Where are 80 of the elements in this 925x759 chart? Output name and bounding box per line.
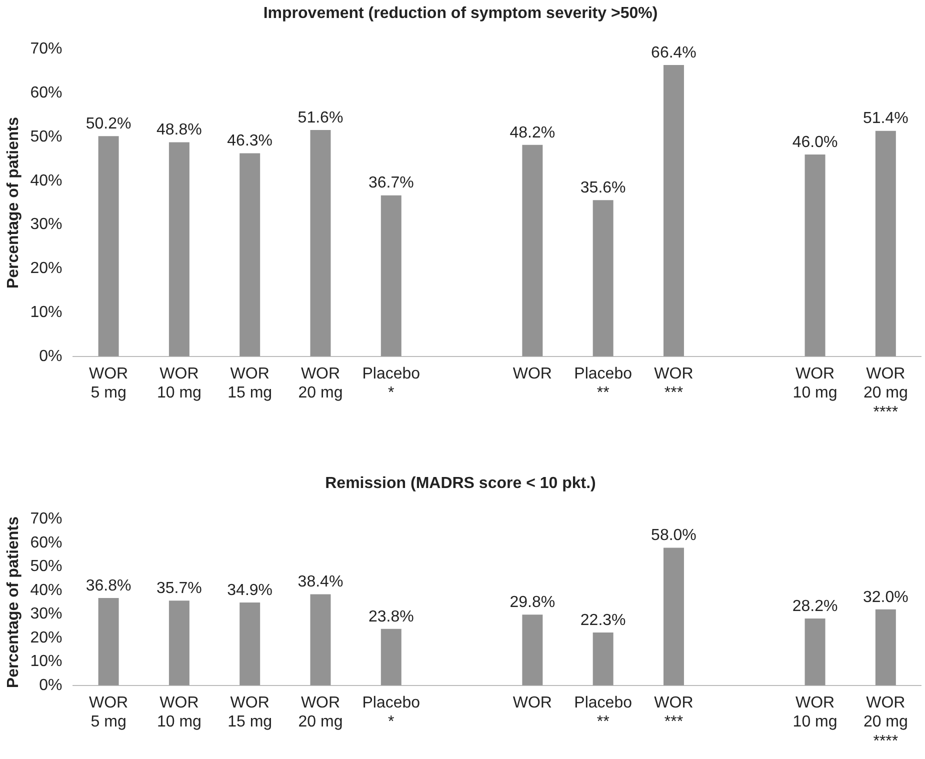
x-tick-label: WOR 5 mg — [88, 694, 128, 731]
bar — [310, 130, 331, 356]
x-tick-label: WOR 20 mg — [298, 694, 343, 731]
y-tick-label: 50% — [30, 128, 62, 146]
x-tick-label: WOR — [512, 365, 552, 382]
data-label: 34.9% — [227, 582, 273, 599]
bar — [522, 144, 543, 356]
bar — [875, 130, 896, 356]
bar — [592, 632, 614, 686]
x-tick-label: Placebo ** — [574, 694, 632, 731]
y-tick-label: 30% — [30, 606, 62, 623]
x-tick-label: WOR 15 mg — [228, 694, 272, 731]
x-tick-label: Placebo * — [362, 694, 420, 731]
x-tick-label: WOR — [512, 694, 552, 712]
x-tick-label: WOR 10 mg — [156, 365, 202, 402]
data-label: 48.2% — [510, 124, 556, 142]
y-tick-label: 0% — [39, 676, 62, 694]
x-tick-label: Placebo ** — [574, 365, 632, 402]
bar — [310, 594, 331, 686]
bar — [592, 200, 614, 356]
data-label: 28.2% — [792, 598, 838, 615]
data-label: 46.3% — [227, 132, 273, 150]
bar — [168, 600, 190, 686]
x-tick-label: Placebo * — [362, 365, 420, 402]
y-tick-label: 70% — [30, 40, 62, 58]
x-tick-label: WOR 10 mg — [156, 694, 202, 731]
bar — [804, 618, 826, 686]
bar — [240, 153, 260, 356]
y-axis-title: Percentage of patients — [5, 116, 22, 289]
y-tick-label: 40% — [30, 582, 62, 599]
x-tick-label: WOR 20 mg **** — [863, 694, 908, 750]
y-tick-label: 20% — [30, 260, 62, 278]
data-label: 51.6% — [298, 109, 344, 126]
data-label: 32.0% — [862, 588, 908, 606]
x-tick-label: WOR *** — [654, 694, 694, 731]
data-label: 35.6% — [580, 180, 626, 197]
data-label: 38.4% — [298, 574, 344, 591]
bar — [98, 598, 119, 686]
y-tick-label: 70% — [30, 510, 62, 528]
x-tick-label: WOR 20 mg **** — [863, 365, 908, 421]
data-label: 50.2% — [86, 116, 132, 132]
x-tick-label: WOR 10 mg — [792, 365, 838, 402]
data-label: 35.7% — [156, 580, 202, 598]
y-tick-label: 0% — [39, 348, 62, 365]
data-label: 36.8% — [86, 577, 132, 594]
bar — [168, 142, 190, 356]
y-tick-label: 60% — [30, 84, 62, 102]
y-tick-label: 50% — [30, 558, 62, 576]
data-label: 46.0% — [792, 134, 838, 151]
bar — [804, 154, 826, 356]
y-tick-label: 10% — [30, 304, 62, 321]
data-label: 48.8% — [156, 122, 202, 139]
x-tick-label: WOR 10 mg — [792, 694, 838, 731]
x-tick-label: WOR 5 mg — [88, 365, 128, 402]
bar — [522, 614, 543, 686]
data-label: 22.3% — [580, 612, 626, 629]
y-tick-label: 30% — [30, 216, 62, 234]
x-tick-label: WOR 15 mg — [228, 365, 272, 402]
bar — [380, 195, 402, 356]
y-axis-title: Percentage of patients — [5, 516, 22, 688]
y-tick-label: 10% — [30, 653, 62, 670]
bar — [663, 65, 684, 356]
x-tick-label: WOR *** — [654, 365, 694, 402]
data-label: 23.8% — [368, 608, 414, 626]
x-tick-label: WOR 20 mg — [298, 365, 343, 402]
bar — [663, 548, 684, 686]
data-label: 66.4% — [651, 44, 696, 62]
chart-title: Remission (MADRS score < 10 pkt.) — [325, 475, 596, 492]
y-tick-label: 60% — [30, 534, 62, 552]
data-label: 58.0% — [651, 527, 696, 544]
bar — [98, 136, 119, 356]
data-label: 29.8% — [510, 594, 556, 612]
data-label: 51.4% — [862, 110, 908, 128]
y-tick-label: 40% — [30, 172, 62, 190]
y-tick-label: 20% — [30, 629, 62, 646]
data-label: 36.7% — [368, 174, 414, 192]
bar — [380, 628, 402, 686]
bar — [875, 609, 896, 686]
chart-title: Improvement (reduction of symptom severity >50%) — [263, 5, 658, 22]
bar — [240, 602, 260, 686]
